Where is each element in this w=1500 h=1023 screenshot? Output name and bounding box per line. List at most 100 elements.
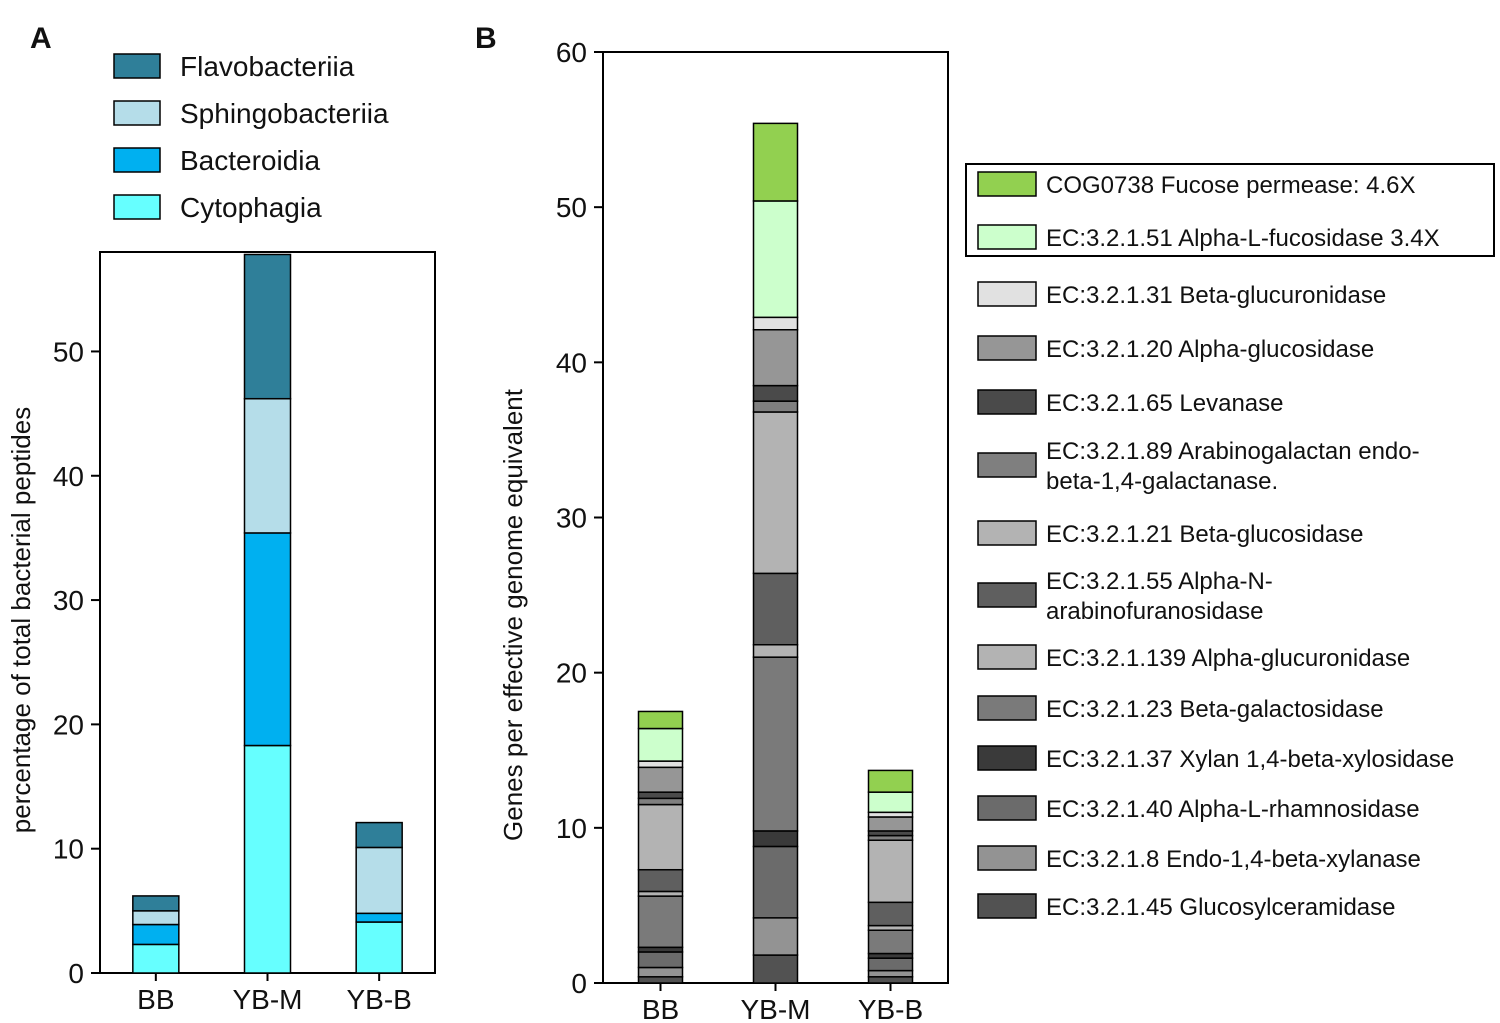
- panel-b-bar-yb-b-1: [867, 969, 914, 978]
- panel-b-legend-label: EC:3.2.1.89 Arabinogalactan endo-beta-1,…: [1046, 438, 1420, 495]
- panel-b-y-tick-label: 30: [556, 503, 587, 534]
- panel-b-bar-yb-m-13: [752, 122, 799, 202]
- panel-a-y-axis-label: percentage of total bacterial peptides: [6, 407, 36, 833]
- panel-a-bar-yb-m-2: [243, 397, 292, 534]
- panel-b-bar-yb-b-10: [867, 816, 914, 832]
- panel-a-x-tick-label: YB-B: [346, 984, 411, 1015]
- panel-b-legend-swatch: [977, 171, 1037, 197]
- panel-b-legend-swatch: [977, 582, 1037, 608]
- panel-a-y-tick-label: 30: [53, 585, 84, 616]
- panel-b-legend-swatch: [977, 389, 1037, 415]
- panel-b-legend-label: EC:3.2.1.21 Beta-glucosidase: [1046, 521, 1364, 548]
- panel-b-bar-yb-m-4: [752, 656, 799, 832]
- panel-b-bar-bb-11: [637, 760, 684, 769]
- panel-b-bar-bb-9: [637, 791, 684, 800]
- panel-a-y-tick-label: 20: [53, 709, 84, 740]
- panel-b-bar-yb-m-3: [752, 830, 799, 848]
- panel-b-y-tick-label: 40: [556, 347, 587, 378]
- panel-b-bar-bb-10: [637, 766, 684, 793]
- panel-b-legend-label: EC:3.2.1.139 Alpha-glucuronidase: [1046, 645, 1410, 672]
- panel-a-legend-swatch: [113, 53, 161, 79]
- panel-b-bar-yb-m-6: [752, 572, 799, 646]
- panel-a-bar-yb-b-3: [355, 821, 403, 849]
- panel-a-bar-bb-2: [132, 910, 180, 926]
- panel-a-legend-swatch: [113, 194, 161, 220]
- panel-b-bar-bb-0: [637, 976, 684, 984]
- panel-b-legend-label: EC:3.2.1.37 Xylan 1,4-beta-xylosidase: [1046, 746, 1454, 773]
- panel-b-legend-swatch: [977, 452, 1037, 478]
- panel-a-legend-label: Cytophagia: [180, 192, 322, 223]
- panel-b-y-tick-label: 20: [556, 658, 587, 689]
- panel-b-label: B: [475, 22, 497, 55]
- panel-b-bar-yb-b-7: [867, 839, 914, 904]
- panel-b-bar-yb-m-1: [752, 917, 799, 956]
- panel-a-bar-yb-m-1: [243, 532, 292, 747]
- panel-b-bar-bb-12: [637, 727, 684, 762]
- panel-b-y-tick-label: 10: [556, 813, 587, 844]
- panel-a-y-tick-label: 0: [68, 958, 84, 989]
- panel-a-plot: 0 10 20 30 40 50 BB YB-M YB-B: [53, 251, 436, 1015]
- panel-b-legend-label: EC:3.2.1.55 Alpha-N-arabinofuranosidase: [1046, 568, 1273, 625]
- panel-a-bar-yb-b-1: [355, 912, 403, 923]
- panel-b-legend-label: EC:3.2.1.20 Alpha-glucosidase: [1046, 336, 1374, 363]
- panel-b-y-tick-label: 50: [556, 192, 587, 223]
- panel-b-bar-yb-m-12: [752, 200, 799, 319]
- panel-b-legend-swatch: [977, 335, 1037, 361]
- panel-b-bar-bb-8: [637, 797, 684, 806]
- panel-b-bar-yb-m-0: [752, 954, 799, 984]
- panel-b-legend-label: EC:3.2.1.8 Endo-1,4-beta-xylanase: [1046, 846, 1421, 873]
- panel-a-legend-label: Bacteroidia: [180, 145, 321, 176]
- panel-b-legend-label: EC:3.2.1.31 Beta-glucuronidase: [1046, 282, 1386, 309]
- panel-b-bar-bb-2: [637, 951, 684, 969]
- panel-b-x-tick-label: YB-M: [741, 994, 811, 1023]
- panel-b-legend-swatch: [977, 745, 1037, 771]
- panel-a-legend-label: Sphingobacteriia: [180, 98, 389, 129]
- panel-a-bar-yb-m-0: [243, 744, 292, 974]
- panel-b-legend-label: EC:3.2.1.23 Beta-galactosidase: [1046, 696, 1384, 723]
- panel-b-legend-swatch: [977, 845, 1037, 871]
- panel-b-plot: 0 10 20 30 40 50 60 BB YB-M YB-B: [556, 37, 949, 1023]
- panel-b-legend-label: EC:3.2.1.40 Alpha-L-rhamnosidase: [1046, 796, 1420, 823]
- panel-b-bar-yb-b-0: [867, 976, 914, 984]
- panel-a: A Flavobacteriia Sphingobacteriia Bacteroi…: [6, 22, 436, 1015]
- panel-a-bar-yb-b-2: [355, 846, 403, 915]
- panel-b-bar-yb-m-10: [752, 328, 799, 387]
- panel-b-legend-swatch: [977, 520, 1037, 546]
- panel-b-bar-bb-1: [637, 966, 684, 978]
- panel-b-bar-bb-4: [637, 895, 684, 949]
- panel-b-bar-bb-13: [637, 710, 684, 730]
- panel-b-legend-swatch: [977, 281, 1037, 307]
- panel-b-bar-yb-b-2: [867, 957, 914, 972]
- panel-b-bar-yb-b-4: [867, 929, 914, 955]
- panel-a-bar-bb-3: [132, 895, 180, 912]
- panel-a-legend: Flavobacteriia Sphingobacteriia Bacteroidi…: [113, 51, 389, 223]
- panel-b-legend-label: COG0738 Fucose permease: 4.6X: [1046, 172, 1416, 199]
- panel-b-legend: COG0738 Fucose permease: 4.6X EC:3.2.1.51…: [977, 171, 1454, 921]
- panel-b-bar-yb-m-9: [752, 384, 799, 402]
- panel-a-x-tick-label: YB-M: [233, 984, 303, 1015]
- panel-b-bar-yb-m-8: [752, 400, 799, 413]
- panel-a-legend-label: Flavobacteriia: [180, 51, 355, 82]
- panel-b-legend-highlight-box: [965, 163, 1495, 257]
- panel-b-legend-swatch: [977, 893, 1037, 919]
- panel-b-legend-label: EC:3.2.1.51 Alpha-L-fucosidase 3.4X: [1046, 225, 1440, 252]
- panel-a-bar-bb-0: [132, 943, 180, 974]
- panel-a-bar-bb-1: [132, 923, 180, 946]
- panel-b-bar-yb-b-12: [867, 791, 914, 814]
- panel-b-bar-bb-6: [637, 868, 684, 893]
- panel-b-y-tick-label: 0: [571, 968, 587, 999]
- panel-a-legend-swatch: [113, 147, 161, 173]
- panel-b-y-tick-label: 60: [556, 37, 587, 68]
- panel-a-y-tick-label: 40: [53, 461, 84, 492]
- panel-b-legend-swatch: [977, 795, 1037, 821]
- panel-a-bar-yb-m-3: [243, 253, 292, 400]
- panel-b-bar-yb-m-7: [752, 411, 799, 575]
- panel-b-legend-swatch: [977, 644, 1037, 670]
- panel-a-legend-swatch: [113, 100, 161, 126]
- panel-b-bar-yb-m-5: [752, 643, 799, 658]
- panel-b: B 0 10 20 30 40 50 60 BB YB-M YB-B Genes per effe…: [475, 22, 1495, 1023]
- panel-b-x-tick-label: YB-B: [858, 994, 923, 1023]
- panel-b-legend-swatch: [977, 224, 1037, 250]
- panel-a-y-tick-label: 10: [53, 834, 84, 865]
